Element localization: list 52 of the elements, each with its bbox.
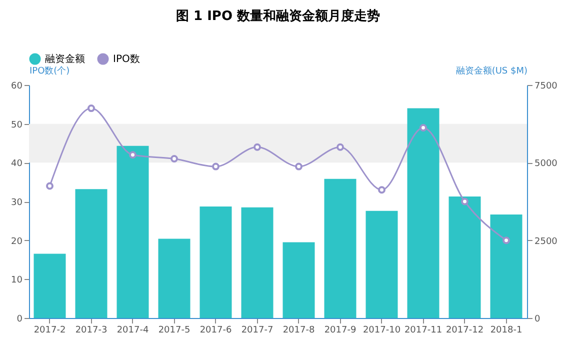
- bar: [366, 210, 398, 318]
- legend-label: IPO数: [113, 54, 140, 65]
- point: [502, 236, 510, 244]
- x-tick-label: 2017-8: [282, 326, 315, 336]
- bar: [490, 214, 522, 318]
- point: [254, 143, 261, 151]
- bar: [282, 242, 315, 318]
- bar: [448, 196, 481, 318]
- x-tick-label: 2017-9: [324, 326, 356, 336]
- y-tick-label: 60: [11, 82, 23, 92]
- bar: [75, 189, 108, 318]
- point: [336, 143, 344, 151]
- point: [129, 151, 136, 159]
- bar: [158, 238, 190, 318]
- y2-tick-label: 7500: [534, 82, 558, 92]
- y2-tick-label: 2500: [534, 236, 558, 247]
- y2-tick-label: 5000: [534, 159, 558, 170]
- point: [212, 162, 220, 170]
- legend-label: 融资金额: [45, 53, 85, 65]
- bar: [200, 206, 232, 318]
- y-tick-label: 10: [11, 276, 23, 286]
- y-tick-label: 50: [11, 120, 23, 130]
- x-tick-label: 2017-5: [158, 326, 190, 336]
- x-tick-label: 2017-2: [34, 326, 66, 336]
- point: [420, 124, 427, 132]
- bar: [324, 178, 356, 318]
- point: [378, 186, 386, 194]
- bar: [34, 254, 66, 318]
- bar: [241, 207, 274, 318]
- x-tick-label: 2017-12: [446, 326, 484, 336]
- x-tick-label: 2017-4: [116, 326, 149, 336]
- point: [170, 155, 178, 163]
- point: [295, 162, 302, 170]
- y2-tick-label: 0: [534, 314, 540, 324]
- y-tick-label: 0: [16, 314, 23, 324]
- x-tick-label: 2017-11: [404, 326, 442, 336]
- chart-title: 图 1 IPO 数量和融资金额月度走势: [176, 8, 380, 24]
- x-tick-label: 2017-7: [241, 326, 274, 336]
- y-tick-label: 30: [11, 198, 23, 208]
- point: [46, 182, 54, 190]
- point: [88, 104, 95, 112]
- x-tick-label: 2018-1: [490, 326, 522, 336]
- x-tick-label: 2017-10: [362, 326, 401, 336]
- y-tick-label: 40: [11, 159, 23, 170]
- x-tick-label: 2017-6: [200, 326, 232, 336]
- x-tick-label: 2017-3: [75, 326, 108, 336]
- y-axis-title: IPO数(个): [30, 66, 70, 76]
- bar: [116, 146, 149, 318]
- y-tick-label: 20: [11, 236, 23, 247]
- y2-axis-title: 融资金额(US $M): [456, 66, 528, 76]
- bar: [407, 108, 440, 318]
- point: [461, 198, 468, 206]
